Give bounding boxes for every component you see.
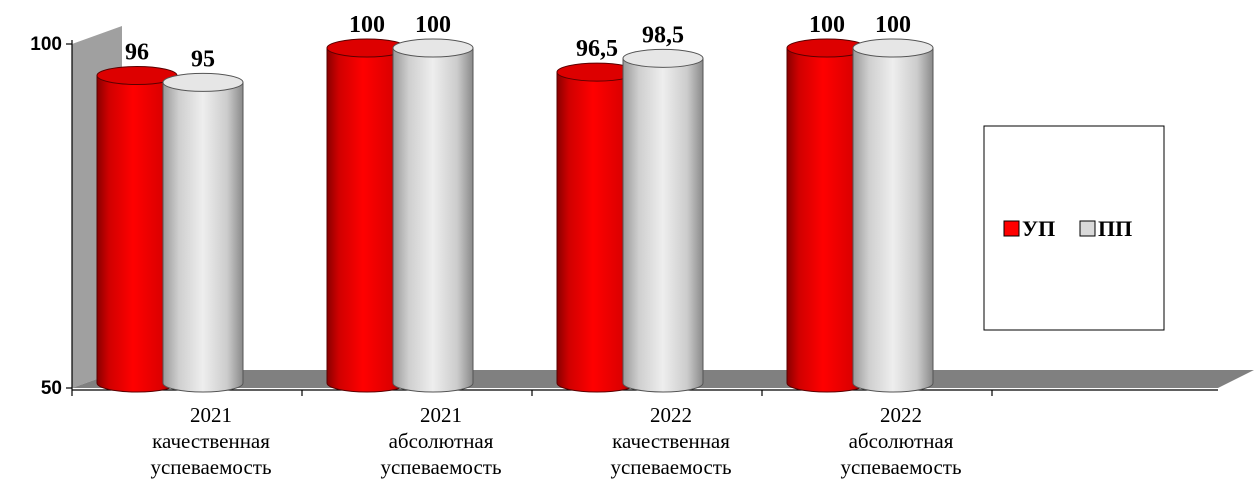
legend-label-up: УП <box>1022 216 1055 241</box>
x-category-label-2-line-1: качественная <box>612 429 730 453</box>
legend-swatch-up <box>1003 220 1020 237</box>
data-label-pp-1: 100 <box>415 12 451 38</box>
bar-pp-1 <box>392 38 474 393</box>
y-tick-label-100: 100 <box>30 34 62 55</box>
x-category-label-3-line-2: успеваемость <box>840 455 961 479</box>
bar-up-3 <box>786 38 868 393</box>
data-label-pp-0: 95 <box>191 46 215 72</box>
data-label-up-0: 96 <box>125 40 149 66</box>
legend-swatch-pp <box>1079 220 1096 237</box>
x-category-label-0-line-2: успеваемость <box>150 455 271 479</box>
data-label-up-2: 96,5 <box>576 36 618 62</box>
data-label-pp-2: 98,5 <box>642 22 684 48</box>
x-category-label-2-line-2: успеваемость <box>610 455 731 479</box>
legend: УП ПП <box>983 125 1165 331</box>
x-category-label-0-line-0: 2021 <box>190 403 232 427</box>
x-category-label-0-line-1: качественная <box>152 429 270 453</box>
y-tick-label-50: 50 <box>41 378 62 399</box>
x-category-label-1-line-1: абсолютная <box>389 429 494 453</box>
data-label-up-3: 100 <box>809 12 845 38</box>
data-label-up-1: 100 <box>349 12 385 38</box>
x-category-labels: 2021качественнаяуспеваемость2021абсолютн… <box>150 403 961 479</box>
bar-pp-2 <box>622 48 704 393</box>
x-axis-ticks <box>71 390 993 396</box>
bar-up-0 <box>96 66 178 393</box>
x-category-label-1-line-0: 2021 <box>420 403 462 427</box>
data-label-group: 96 95 100 100 96,5 98,5 100 100 <box>125 12 911 72</box>
x-category-label-1-line-2: успеваемость <box>380 455 501 479</box>
bar-pp-3 <box>852 38 934 393</box>
bar-pp-0 <box>162 72 244 393</box>
legend-label-pp: ПП <box>1098 216 1132 241</box>
x-category-label-3-line-1: абсолютная <box>849 429 954 453</box>
data-label-pp-3: 100 <box>875 12 911 38</box>
x-category-label-3-line-0: 2022 <box>880 403 922 427</box>
bar-series-group <box>96 38 934 393</box>
x-category-label-2-line-0: 2022 <box>650 403 692 427</box>
